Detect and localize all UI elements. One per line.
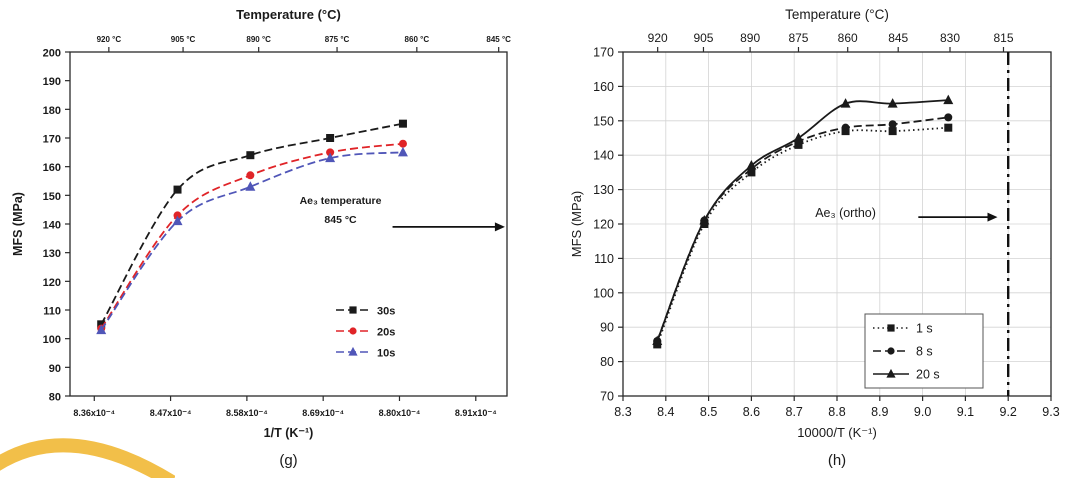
svg-text:190: 190	[43, 76, 61, 88]
svg-text:170: 170	[43, 134, 61, 146]
svg-text:110: 110	[594, 252, 614, 266]
series-30s	[97, 119, 407, 329]
chart-caption-h: (h)	[827, 452, 847, 469]
svg-text:MFS (MPa): MFS (MPa)	[569, 191, 584, 257]
svg-text:200: 200	[43, 48, 61, 60]
svg-text:8.4: 8.4	[657, 405, 674, 419]
svg-text:920: 920	[648, 31, 668, 45]
svg-text:180: 180	[43, 105, 61, 117]
svg-text:80: 80	[49, 392, 61, 404]
svg-text:9.0: 9.0	[914, 405, 931, 419]
annotation: Ae₃ temperature 845 °C	[300, 195, 505, 232]
svg-text:8.8: 8.8	[828, 405, 845, 419]
svg-text:20 s: 20 s	[916, 368, 940, 382]
svg-text:Ae₃ temperature: Ae₃ temperature	[300, 195, 382, 207]
svg-text:845: 845	[888, 31, 908, 45]
svg-text:8.91x10⁻⁴: 8.91x10⁻⁴	[455, 408, 497, 418]
svg-text:875 °C: 875 °C	[325, 35, 350, 44]
svg-text:8.9: 8.9	[871, 405, 888, 419]
svg-text:875: 875	[788, 31, 808, 45]
series-10s	[96, 146, 408, 335]
svg-text:860 °C: 860 °C	[405, 35, 430, 44]
svg-text:8.80x10⁻⁴: 8.80x10⁻⁴	[379, 408, 421, 418]
svg-text:8 s: 8 s	[916, 345, 933, 359]
svg-text:110: 110	[43, 306, 61, 318]
svg-text:120: 120	[43, 277, 61, 289]
legend: 1 s 8 s 20 s	[864, 313, 984, 389]
svg-text:140: 140	[43, 220, 61, 232]
svg-text:860: 860	[838, 31, 858, 45]
svg-text:130: 130	[43, 248, 61, 260]
svg-text:815: 815	[993, 31, 1013, 45]
svg-text:Temperature (°C): Temperature (°C)	[236, 7, 341, 22]
svg-text:170: 170	[593, 46, 614, 60]
svg-text:8.58x10⁻⁴: 8.58x10⁻⁴	[226, 408, 268, 418]
svg-text:90: 90	[49, 363, 61, 375]
svg-text:890 °C: 890 °C	[246, 35, 271, 44]
svg-text:120: 120	[593, 218, 614, 232]
svg-text:10000/T (K⁻¹): 10000/T (K⁻¹)	[797, 425, 877, 440]
svg-text:8.36x10⁻⁴: 8.36x10⁻⁴	[73, 408, 115, 418]
series-20s	[652, 94, 954, 345]
svg-text:920 °C: 920 °C	[97, 35, 122, 44]
svg-text:70: 70	[600, 390, 614, 404]
svg-text:Temperature (°C): Temperature (°C)	[785, 7, 889, 22]
svg-text:90: 90	[600, 321, 614, 335]
svg-text:845 °C: 845 °C	[486, 35, 511, 44]
svg-text:10s: 10s	[377, 348, 395, 360]
svg-text:9.2: 9.2	[1000, 405, 1017, 419]
annotation: Ae₃ (ortho)	[815, 206, 998, 222]
svg-text:8.7: 8.7	[786, 405, 803, 419]
svg-text:100: 100	[43, 334, 61, 346]
svg-text:9.1: 9.1	[957, 405, 974, 419]
plot-area	[618, 47, 1052, 401]
svg-text:160: 160	[593, 80, 614, 94]
svg-text:8.3: 8.3	[614, 405, 631, 419]
svg-text:1/T (K⁻¹): 1/T (K⁻¹)	[264, 426, 314, 440]
svg-text:905: 905	[693, 31, 713, 45]
svg-text:845 °C: 845 °C	[324, 214, 357, 226]
svg-text:160: 160	[43, 162, 61, 174]
svg-text:MFS (MPa): MFS (MPa)	[11, 192, 25, 256]
mfs-vs-invT-chart-g: Temperature (°C) 920 °C 905 °C 890 °C 875 °C…	[11, 7, 511, 440]
svg-text:20s: 20s	[377, 327, 395, 339]
svg-text:830: 830	[940, 31, 960, 45]
svg-text:100: 100	[593, 286, 614, 300]
svg-text:Ae₃ (ortho): Ae₃ (ortho)	[815, 206, 876, 220]
svg-text:905 °C: 905 °C	[171, 35, 196, 44]
svg-text:8.47x10⁻⁴: 8.47x10⁻⁴	[150, 408, 192, 418]
chart-caption-g: (g)	[279, 452, 298, 469]
svg-text:150: 150	[43, 191, 61, 203]
svg-text:8.6: 8.6	[743, 405, 760, 419]
svg-text:8.5: 8.5	[700, 405, 717, 419]
svg-text:130: 130	[593, 183, 614, 197]
svg-text:1 s: 1 s	[916, 322, 933, 336]
mfs-vs-invT-chart-h: Temperature (°C) 920 905 890 875 860 845 830 815…	[569, 7, 1060, 440]
plot-area	[65, 47, 508, 401]
svg-text:30s: 30s	[377, 306, 395, 318]
svg-text:140: 140	[593, 149, 614, 163]
chart-h-block: Temperature (°C) 920 905 890 875 860 845 830 815…	[565, 2, 1077, 469]
legend: 30s 20s 10s	[336, 306, 395, 360]
chart-g-block: Temperature (°C) 920 °C 905 °C 890 °C 875 °C…	[6, 2, 551, 469]
svg-text:8.69x10⁻⁴: 8.69x10⁻⁴	[302, 408, 344, 418]
svg-text:80: 80	[600, 355, 614, 369]
series-8s	[653, 113, 953, 345]
svg-text:890: 890	[740, 31, 760, 45]
svg-text:150: 150	[593, 114, 614, 128]
svg-text:9.3: 9.3	[1042, 405, 1059, 419]
series-20s	[97, 139, 407, 333]
